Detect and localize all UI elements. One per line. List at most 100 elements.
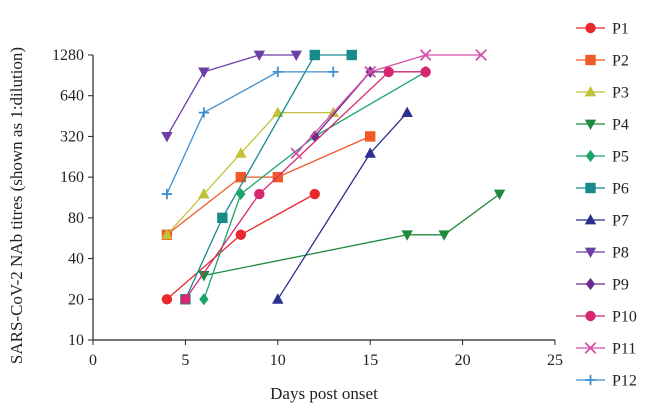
data-point-p12 <box>198 107 210 118</box>
data-point-p11 <box>364 66 377 78</box>
data-point-p6 <box>217 212 228 224</box>
data-point-p2 <box>365 131 376 142</box>
data-point-p10 <box>420 66 431 78</box>
legend-item-p4: P4 <box>576 117 629 134</box>
legend-item-p6: P6 <box>576 181 629 198</box>
legend-marker <box>585 54 596 66</box>
axes: 0 5 10 15 20 25 10 20 40 80 160 320 640 1280 <box>52 47 563 369</box>
legend-item-p12: P12 <box>576 373 637 390</box>
data-point-p9 <box>310 130 320 143</box>
series-p12 <box>161 66 339 200</box>
legend-label: P7 <box>612 213 629 230</box>
legend-marker <box>585 310 596 322</box>
legend-marker <box>585 150 596 162</box>
legend-marker <box>585 278 596 290</box>
legend-marker <box>585 182 596 194</box>
y-tick-label: 320 <box>60 128 84 145</box>
legend-marker <box>585 22 596 34</box>
data-point-p2 <box>235 171 247 183</box>
legend-item-p10: P10 <box>576 309 637 326</box>
data-point-p4 <box>198 271 210 282</box>
data-point-p7 <box>364 147 376 158</box>
series-line-p8 <box>166 54 297 137</box>
y-tick-label: 1280 <box>52 47 84 64</box>
series-line-p5 <box>203 71 426 300</box>
series-p7 <box>272 106 413 304</box>
data-point-p11 <box>475 49 487 61</box>
data-point-p8 <box>253 50 266 61</box>
legend-label: P4 <box>612 117 629 134</box>
data-point-p7 <box>272 293 284 304</box>
data-point-p11 <box>290 147 303 160</box>
data-point-p5 <box>199 293 209 306</box>
legend-marker <box>584 247 597 258</box>
legend-marker <box>584 86 597 97</box>
data-point-p6 <box>309 49 320 61</box>
x-tick-label: 15 <box>362 352 378 369</box>
data-point-p4 <box>493 189 506 201</box>
data-point-p4 <box>401 230 413 241</box>
legend-marker <box>585 374 596 386</box>
legend-item-p5: P5 <box>576 149 629 166</box>
legend-item-p11: P11 <box>576 341 636 358</box>
x-tick-label: 25 <box>547 352 563 369</box>
x-tick-label: 0 <box>89 352 97 369</box>
data-point-p12 <box>328 66 339 78</box>
data-point-p10 <box>254 188 265 200</box>
legend-label: P10 <box>612 309 637 326</box>
series-line-p7 <box>277 112 408 300</box>
data-point-p8 <box>161 132 173 143</box>
data-point-p10 <box>383 66 394 78</box>
data-point-p3 <box>272 106 284 118</box>
data-point-p3 <box>161 228 173 240</box>
legend-item-p1: P1 <box>576 21 629 38</box>
y-tick-label: 160 <box>60 169 84 186</box>
data-point-p11 <box>419 49 432 61</box>
x-axis-title: Days post onset <box>270 384 378 403</box>
legend: P1 P2 P3 P4 P5 P6 P7 P8 P9 P10 P11 P12 <box>576 21 637 390</box>
legend-marker <box>584 119 597 130</box>
series-line-p4 <box>203 193 500 277</box>
x-tick-label: 5 <box>181 352 189 369</box>
data-point-p3 <box>198 188 210 199</box>
series-line-p6 <box>184 54 352 300</box>
series-line-p2 <box>166 135 371 236</box>
data-point-p8 <box>198 67 210 78</box>
data-point-p3 <box>235 147 247 158</box>
legend-label: P8 <box>612 245 629 262</box>
series-line-p10 <box>184 71 426 300</box>
legend-label: P3 <box>612 85 629 102</box>
x-tick-label: 10 <box>270 352 286 369</box>
legend-marker <box>584 342 597 354</box>
series-line-p3 <box>166 111 334 236</box>
y-tick-label: 40 <box>68 251 84 268</box>
series-line-p12 <box>166 71 334 195</box>
data-point-p10 <box>180 294 191 305</box>
y-tick-label: 640 <box>60 88 84 105</box>
data-point-p6 <box>346 49 357 61</box>
data-point-p8 <box>290 50 302 61</box>
y-tick-label: 20 <box>68 291 84 308</box>
data-point-p4 <box>438 230 450 241</box>
legend-label: P5 <box>612 149 629 166</box>
series-layer <box>161 49 506 306</box>
data-point-p7 <box>401 106 413 118</box>
series-p8 <box>161 50 302 143</box>
legend-label: P2 <box>612 53 629 70</box>
data-point-p12 <box>272 66 283 78</box>
y-tick-label: 80 <box>68 210 84 227</box>
legend-item-p2: P2 <box>576 53 629 70</box>
legend-label: P6 <box>612 181 629 198</box>
legend-item-p9: P9 <box>576 277 629 294</box>
data-point-p12 <box>161 188 173 200</box>
y-axis-title: SARS-CoV-2 NAb titres (shown as 1:diluti… <box>7 47 26 364</box>
data-point-p1 <box>235 229 247 240</box>
legend-label: P12 <box>612 373 637 390</box>
x-tick-label: 20 <box>455 352 471 369</box>
series-p10 <box>180 66 431 305</box>
legend-label: P9 <box>612 277 629 294</box>
legend-marker <box>584 214 597 225</box>
series-line-p11 <box>295 54 482 154</box>
data-point-p5 <box>236 188 246 201</box>
